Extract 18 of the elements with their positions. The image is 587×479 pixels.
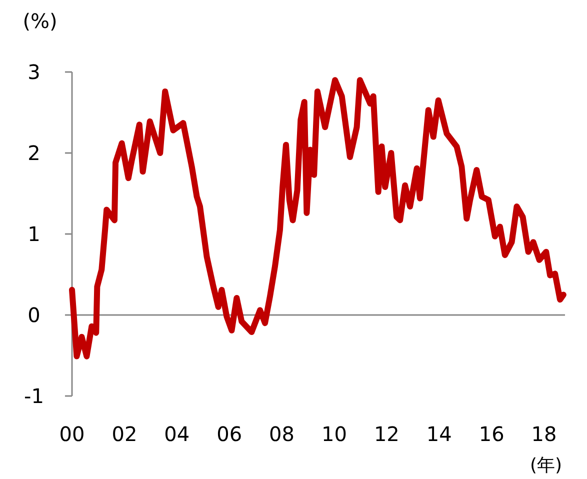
x-axis-title: (年) xyxy=(530,455,562,476)
y-tick-label: 3 xyxy=(28,60,40,84)
y-tick-label: -1 xyxy=(24,384,44,408)
y-tick-label: 1 xyxy=(28,222,40,246)
x-tick-label: 04 xyxy=(164,422,190,446)
y-tick-label: 0 xyxy=(28,303,40,327)
x-tick-label: 06 xyxy=(216,422,242,446)
plot: -1 0 1 2 3 00 02 04 06 08 10 12 14 16 18 xyxy=(24,60,566,446)
x-tick-label: 02 xyxy=(112,422,138,446)
x-tick-label: 16 xyxy=(478,422,504,446)
x-tick-label: 14 xyxy=(426,422,452,446)
x-tick-label: 00 xyxy=(59,422,85,446)
x-tick-label: 08 xyxy=(269,422,295,446)
x-tick-label: 18 xyxy=(531,422,557,446)
y-axis-title: (%) xyxy=(22,9,58,33)
x-tick-label: 12 xyxy=(374,422,400,446)
x-tick-label: 10 xyxy=(322,422,347,446)
y-tick-label: 2 xyxy=(28,141,40,165)
